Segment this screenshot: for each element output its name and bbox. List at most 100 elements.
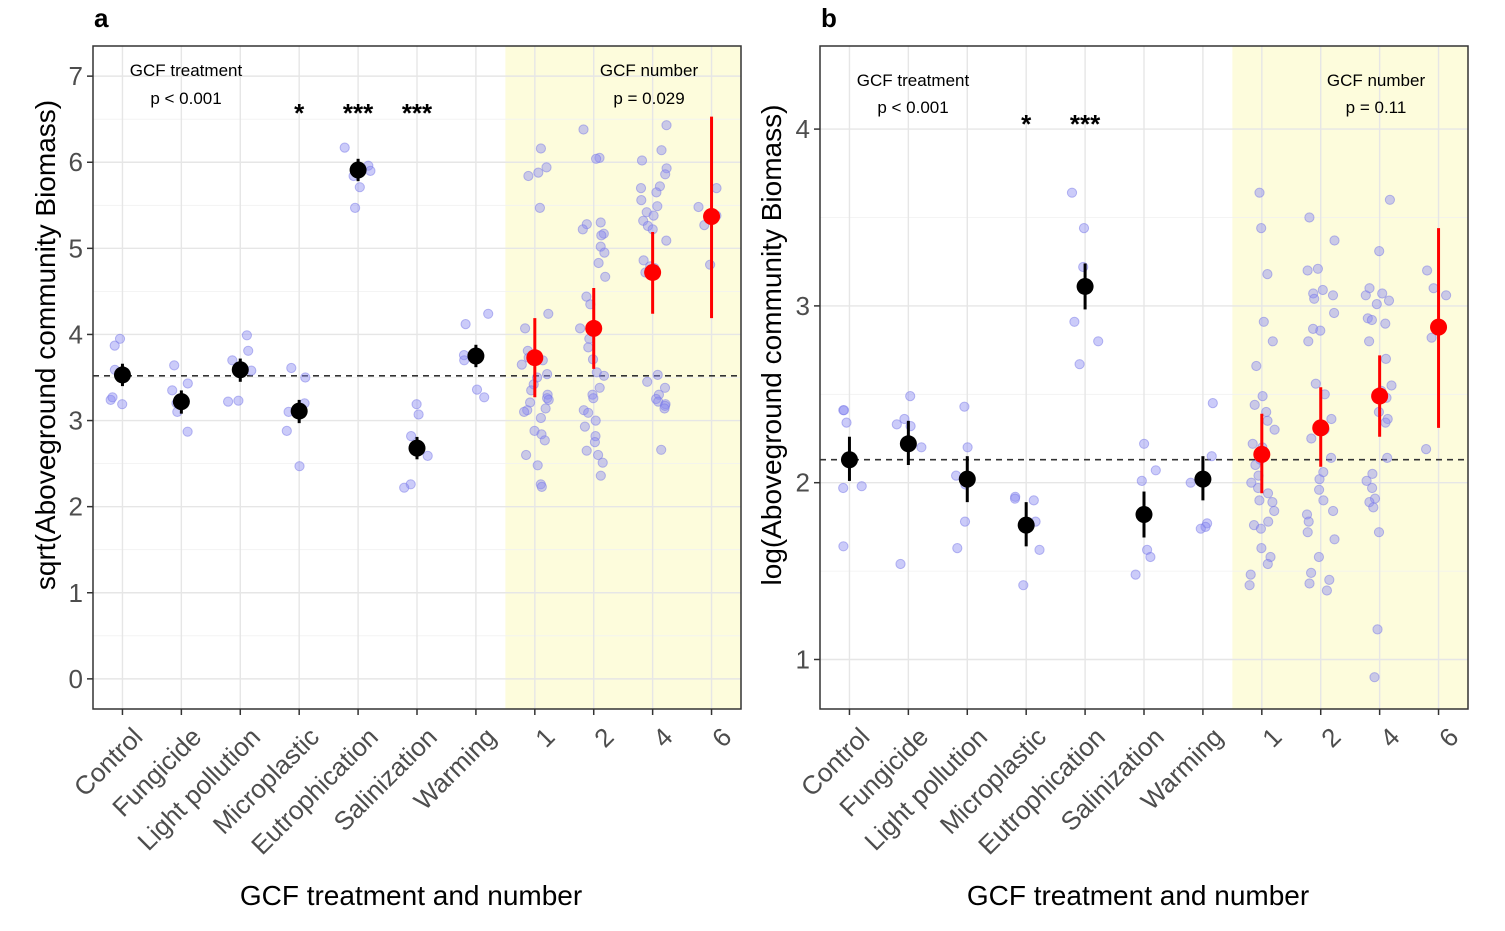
data-point [593, 257, 604, 269]
data-point [1258, 316, 1269, 327]
data-point [1315, 325, 1326, 336]
data-point [638, 255, 649, 266]
data-point [1034, 544, 1045, 556]
mean-point [1371, 387, 1389, 405]
data-point [534, 202, 546, 213]
data-point [577, 224, 588, 235]
data-point [1139, 438, 1150, 449]
data-point [575, 323, 586, 334]
data-point [483, 308, 494, 319]
data-point [1366, 314, 1378, 326]
data-point [654, 181, 666, 192]
data-point [399, 482, 410, 493]
data-point [422, 450, 433, 461]
data-point [1009, 493, 1021, 504]
mean-point [644, 263, 662, 281]
data-point [543, 394, 554, 405]
data-point [1255, 523, 1267, 534]
data-point [542, 393, 553, 404]
y-tick-label: 5 [69, 233, 83, 263]
data-point [1195, 523, 1206, 534]
data-point [1380, 353, 1392, 364]
data-point [1428, 283, 1439, 294]
data-point [587, 389, 598, 400]
data-point [543, 308, 554, 319]
data-point [1207, 398, 1218, 409]
data-point [109, 340, 120, 351]
data-point [1262, 415, 1273, 426]
number-p-value: p = 0.11 [1346, 98, 1407, 117]
data-point [1028, 495, 1039, 506]
data-point [660, 169, 671, 180]
data-point [578, 124, 589, 135]
data-point [693, 201, 704, 213]
data-point [1324, 574, 1335, 586]
data-point [1380, 417, 1391, 428]
significance-marker: *** [1070, 109, 1101, 139]
data-point [1250, 459, 1261, 471]
data-point [590, 415, 601, 426]
data-point [589, 437, 601, 448]
data-point [659, 403, 670, 414]
data-point [406, 431, 417, 442]
mean-point [526, 349, 544, 367]
data-point [1373, 527, 1385, 538]
data-point [1303, 516, 1314, 527]
x-axis-title: GCF treatment and number [240, 880, 582, 911]
data-point [594, 382, 605, 393]
data-point [1380, 318, 1391, 329]
data-point [1257, 391, 1268, 402]
data-point [350, 202, 361, 213]
data-point [656, 145, 667, 156]
data-point [1369, 672, 1380, 683]
data-point [519, 406, 530, 417]
x-axis-title: GCF treatment and number [967, 880, 1309, 911]
data-point [365, 165, 376, 176]
mean-point [1430, 318, 1448, 336]
data-point [243, 345, 254, 356]
means [840, 228, 1448, 547]
data-point [1318, 495, 1329, 506]
data-point [1302, 527, 1313, 538]
data-point [354, 182, 365, 193]
data-point [838, 405, 850, 416]
data-point [636, 195, 647, 206]
data-point [1422, 265, 1433, 276]
treatment-p-value: p < 0.001 [150, 89, 221, 108]
y-tick-label: 2 [796, 468, 810, 498]
data-point [1312, 263, 1324, 274]
number-title: GCF number [600, 61, 699, 80]
data-point [962, 442, 973, 453]
data-point [1254, 495, 1265, 506]
data-point [169, 360, 180, 371]
data-point [117, 399, 128, 410]
data-point [413, 409, 424, 420]
y-tick-label: 6 [69, 147, 83, 177]
panel-label: b [821, 3, 837, 33]
data-point [1327, 290, 1339, 301]
data-point [1246, 477, 1257, 488]
data-point [1371, 299, 1382, 310]
data-point [523, 170, 534, 182]
data-point [460, 319, 471, 330]
data-point [1304, 212, 1315, 223]
data-point [593, 449, 604, 461]
data-point [1269, 424, 1280, 435]
y-tick-label: 4 [69, 319, 83, 349]
data-point [581, 219, 592, 230]
data-point [636, 155, 648, 166]
data-point [1377, 288, 1388, 299]
data-point [1309, 293, 1320, 304]
data-point [1361, 475, 1372, 486]
mean-point [899, 435, 917, 453]
mean-point [840, 451, 858, 469]
data-point [233, 395, 244, 406]
data-point [1093, 336, 1104, 347]
data-point [895, 558, 906, 570]
y-axis-title: sqrt(Aboveground community Biomass) [30, 100, 61, 590]
data-point [596, 230, 607, 241]
data-point [114, 333, 126, 344]
treatment-title: GCF treatment [130, 61, 243, 80]
